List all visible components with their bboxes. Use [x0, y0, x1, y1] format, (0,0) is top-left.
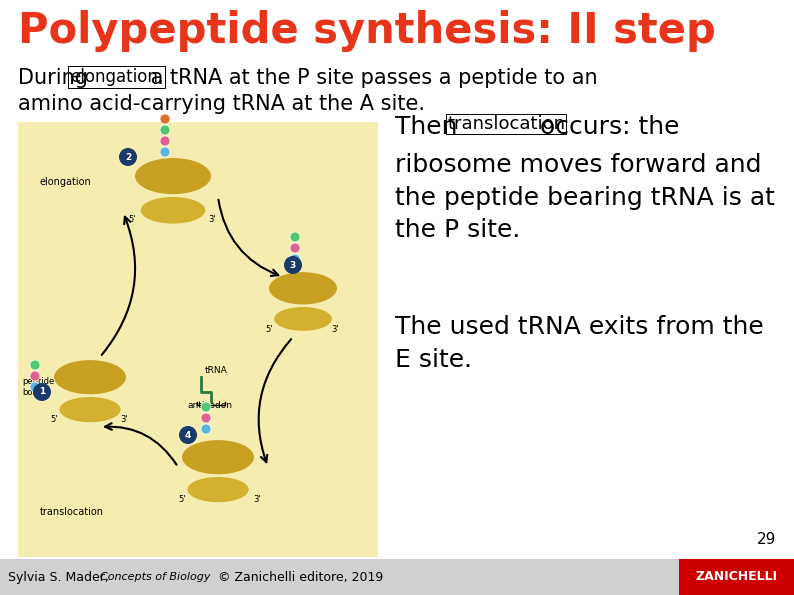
Circle shape: [160, 147, 170, 157]
FancyArrowPatch shape: [102, 217, 135, 355]
Text: 5': 5': [265, 325, 272, 334]
Text: During: During: [18, 68, 94, 88]
Circle shape: [201, 413, 211, 423]
Text: 5': 5': [178, 495, 186, 504]
Circle shape: [119, 148, 137, 166]
Circle shape: [30, 360, 40, 370]
Circle shape: [290, 243, 300, 253]
Ellipse shape: [54, 360, 126, 394]
Text: amino acid-carrying tRNA at the A site.: amino acid-carrying tRNA at the A site.: [18, 94, 425, 114]
Text: © Zanichelli editore, 2019: © Zanichelli editore, 2019: [218, 571, 384, 584]
Text: 5': 5': [128, 215, 136, 224]
Text: 3': 3': [331, 325, 338, 334]
Text: tRNA: tRNA: [205, 366, 228, 375]
Circle shape: [201, 402, 211, 412]
Text: peptide
bond: peptide bond: [22, 377, 54, 397]
FancyArrowPatch shape: [218, 200, 278, 276]
Text: Then: Then: [395, 115, 465, 139]
Ellipse shape: [274, 307, 332, 331]
Text: 3': 3': [120, 415, 128, 424]
Circle shape: [284, 256, 302, 274]
Text: elongation,: elongation,: [70, 68, 164, 86]
FancyArrowPatch shape: [105, 423, 176, 465]
Circle shape: [160, 114, 170, 124]
Circle shape: [179, 426, 197, 444]
Ellipse shape: [60, 397, 121, 422]
Text: ZANICHELLI: ZANICHELLI: [696, 571, 777, 584]
Text: ribosome moves forward and
the peptide bearing tRNA is at
the P site.: ribosome moves forward and the peptide b…: [395, 153, 775, 242]
Circle shape: [30, 371, 40, 381]
Bar: [0, 559, 794, 595]
Text: 2: 2: [125, 152, 131, 161]
Circle shape: [201, 424, 211, 434]
Text: translocation: translocation: [447, 115, 565, 133]
Circle shape: [160, 136, 170, 146]
Circle shape: [30, 382, 40, 392]
Text: anticodon: anticodon: [188, 401, 233, 410]
Text: 3': 3': [253, 495, 260, 504]
Text: 1: 1: [39, 387, 45, 396]
Text: Polypeptide synthesis: II step: Polypeptide synthesis: II step: [18, 10, 716, 52]
Text: occurs: the: occurs: the: [532, 115, 680, 139]
Bar: [679, 559, 794, 595]
Text: a tRNA at the P site passes a peptide to an: a tRNA at the P site passes a peptide to…: [144, 68, 598, 88]
Text: elongation: elongation: [40, 177, 92, 187]
Ellipse shape: [269, 272, 337, 305]
Text: 3: 3: [290, 261, 296, 270]
Text: 29: 29: [757, 532, 776, 547]
Circle shape: [290, 254, 300, 264]
Text: translocation: translocation: [40, 507, 104, 517]
Bar: [18, 122, 378, 557]
Ellipse shape: [187, 477, 249, 502]
Text: 5': 5': [50, 415, 57, 424]
Circle shape: [290, 232, 300, 242]
Ellipse shape: [182, 440, 254, 474]
Ellipse shape: [141, 197, 206, 224]
FancyArrowPatch shape: [259, 339, 291, 462]
Text: 3': 3': [208, 215, 216, 224]
Text: 4: 4: [185, 431, 191, 440]
Ellipse shape: [135, 158, 211, 194]
Circle shape: [160, 125, 170, 135]
Circle shape: [33, 383, 51, 401]
Text: Concepts of Biology: Concepts of Biology: [100, 572, 210, 582]
Text: The used tRNA exits from the
E site.: The used tRNA exits from the E site.: [395, 315, 764, 371]
Text: Sylvia S. Mader,: Sylvia S. Mader,: [8, 571, 113, 584]
